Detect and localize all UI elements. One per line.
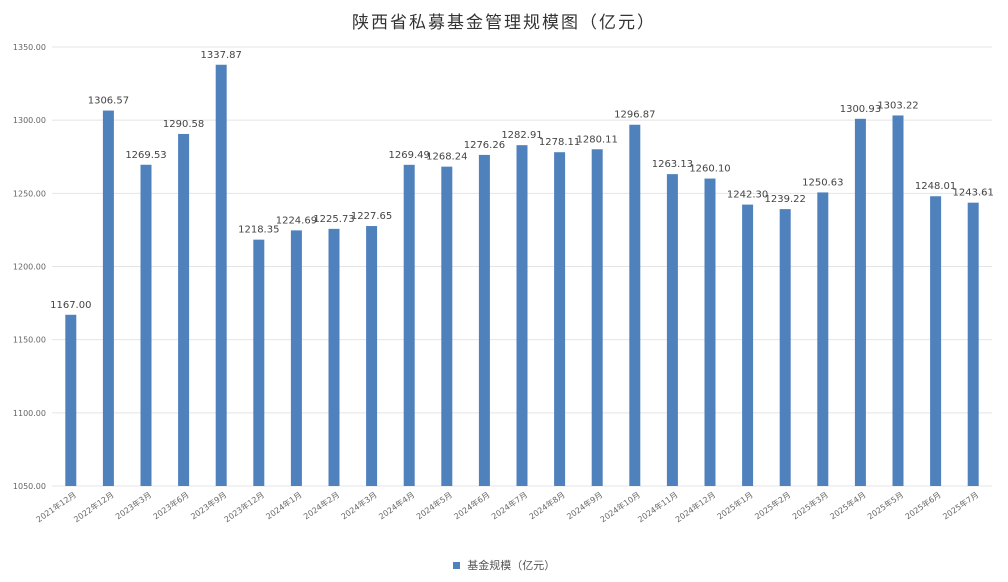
data-label: 1225.73 (313, 214, 354, 225)
y-tick-label: 1250.00 (13, 189, 46, 198)
bar (102, 110, 114, 487)
bar (704, 178, 716, 487)
x-tick-label: 2025年6月 (903, 489, 943, 521)
y-tick-label: 1200.00 (13, 263, 46, 272)
bar (892, 115, 904, 486)
data-label: 1303.22 (877, 100, 918, 111)
x-tick-label: 2024年10月 (598, 489, 642, 524)
data-label: 1243.61 (953, 188, 994, 199)
y-tick-label: 1150.00 (13, 336, 46, 345)
x-tick-label: 2024年8月 (527, 489, 567, 521)
legend-label: 基金规模（亿元） (467, 559, 556, 572)
x-tick-label: 2022年12月 (72, 489, 116, 524)
x-tick-label: 2024年1月 (264, 489, 304, 521)
x-tick-label: 2024年5月 (414, 489, 454, 521)
x-tick-label: 2025年4月 (828, 489, 868, 521)
y-tick-label: 1050.00 (13, 482, 46, 491)
bar (779, 209, 791, 486)
bar (591, 149, 603, 486)
data-label: 1218.35 (238, 225, 279, 236)
bar (253, 239, 265, 486)
data-label: 1263.13 (652, 159, 693, 170)
x-tick-label: 2023年6月 (151, 489, 191, 521)
bar (441, 166, 453, 486)
bar (366, 226, 378, 487)
data-label: 1282.91 (501, 130, 542, 141)
data-label: 1280.11 (577, 134, 618, 145)
x-tick-label: 2024年7月 (489, 489, 529, 521)
data-label: 1242.30 (727, 190, 768, 201)
y-tick-label: 1100.00 (13, 409, 46, 418)
x-tick-label: 2024年3月 (339, 489, 379, 521)
x-tick-label: 2024年12月 (673, 489, 717, 524)
x-tick-label: 2023年12月 (222, 489, 266, 524)
data-label: 1278.11 (539, 137, 580, 148)
x-tick-label: 2025年3月 (790, 489, 830, 521)
bar (215, 64, 227, 486)
x-tick-label: 2025年2月 (753, 489, 793, 521)
bar (817, 192, 829, 486)
x-tick-label: 2025年7月 (941, 489, 981, 521)
data-label: 1306.57 (88, 96, 129, 107)
data-label: 1269.49 (389, 150, 430, 161)
bar (629, 124, 641, 487)
bar (140, 164, 152, 486)
bar (65, 314, 77, 486)
bar (967, 202, 979, 487)
bar (403, 164, 415, 486)
bar (854, 118, 866, 487)
data-label: 1269.53 (125, 150, 166, 161)
data-label: 1248.01 (915, 181, 956, 192)
x-tick-label: 2024年2月 (301, 489, 341, 521)
legend: 基金规模（亿元） (0, 557, 1008, 573)
bar (328, 228, 340, 486)
data-label: 1167.00 (50, 300, 91, 311)
data-label: 1276.26 (464, 140, 505, 151)
bar (516, 145, 528, 486)
chart-title: 陕西省私募基金管理规模图（亿元） (352, 13, 656, 33)
data-label: 1227.65 (351, 211, 392, 222)
data-label: 1268.24 (426, 152, 467, 163)
data-label: 1260.10 (689, 164, 730, 175)
x-tick-label: 2024年6月 (452, 489, 492, 521)
x-tick-label: 2024年4月 (377, 489, 417, 521)
x-tick-label: 2024年11月 (636, 489, 680, 524)
bar (930, 196, 942, 486)
x-tick-label: 2025年5月 (865, 489, 905, 521)
y-tick-label: 1300.00 (13, 116, 46, 125)
bar (666, 174, 678, 487)
bar (178, 133, 190, 486)
bar (554, 152, 566, 486)
bar (290, 230, 302, 486)
data-label: 1224.69 (276, 215, 317, 226)
x-tick-label: 2025年1月 (715, 489, 755, 521)
data-label: 1296.87 (614, 110, 655, 121)
data-label: 1239.22 (765, 194, 806, 205)
data-label: 1290.58 (163, 119, 204, 130)
y-tick-label: 1350.00 (13, 43, 46, 52)
bar (478, 154, 490, 487)
bar (742, 204, 754, 486)
x-tick-label: 2021年12月 (34, 489, 78, 524)
legend-swatch (452, 561, 460, 569)
x-tick-label: 2023年3月 (113, 489, 153, 521)
data-label: 1337.87 (201, 50, 242, 61)
data-label: 1300.93 (840, 104, 881, 115)
data-label: 1250.63 (802, 177, 843, 188)
